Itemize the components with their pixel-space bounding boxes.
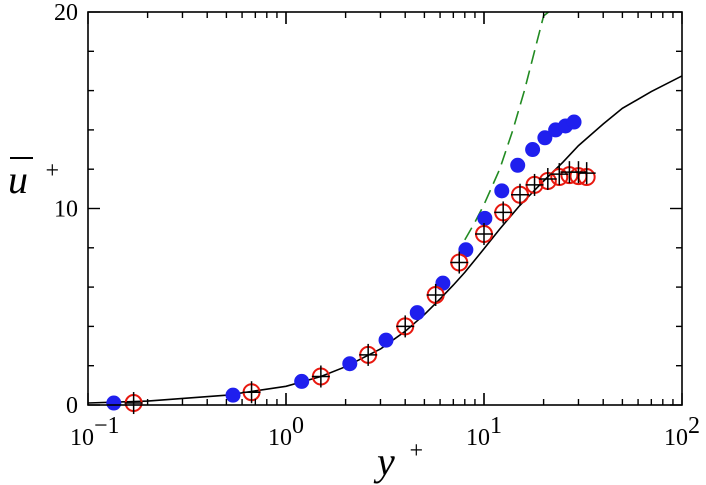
filled-circle-point [106,395,122,411]
plus-point [426,283,445,306]
x-axis-label-text: y [373,439,395,484]
filled-circle-point [458,242,474,258]
filled-circle-point [537,130,553,146]
plus-point [538,168,557,191]
x-tick-label-exp: −1 [94,413,120,439]
filled-circle-point [378,332,394,348]
filled-circle-point [225,387,241,403]
y-tick-label: 20 [54,0,78,26]
plus-point [550,163,569,186]
filled-circle-point [294,373,310,389]
plus-point [494,201,513,224]
x-tick-label-base: 10 [664,425,688,451]
y-axis-label-text: u [8,157,28,202]
x-tick-label: 10 2 [664,413,700,451]
x-axis-label-sup: + [408,438,424,464]
filled-circle-point [494,183,510,199]
filled-circle-point [525,142,541,158]
y-tick-label: 0 [66,393,78,419]
y-axis-label: u + [8,157,60,202]
plus-point [525,173,544,196]
x-tick-label-base: 10 [268,425,292,451]
plus-point [569,161,588,184]
y-tick-label: 10 [54,197,78,223]
x-tick-label-exp: 0 [292,413,304,439]
filled-circle-point [435,275,451,291]
plus-point [124,392,143,415]
plus-point [242,381,261,404]
filled-circle-point [409,305,425,321]
x-axis-label: y + [373,438,424,484]
x-tick-label-exp: 1 [490,413,502,439]
filled-circle-point [477,210,493,226]
x-tick-label: 10 1 [466,413,502,451]
plus-point [577,162,596,185]
x-tick-label-exp: 2 [688,413,700,439]
plus-point [396,315,415,338]
plus-point [450,251,469,274]
plus-point [359,343,378,366]
y-axis-label-sup: + [44,158,60,184]
filled-circle-point [566,114,582,130]
plus-point [311,365,330,388]
filled-circle-point [510,157,526,173]
x-tick-label: 10 −1 [70,413,120,451]
x-tick-label-base: 10 [70,425,94,451]
x-tick-label: 10 0 [268,413,304,451]
axis-ticks [87,11,683,406]
x-tick-label-base: 10 [466,425,490,451]
series-markers [106,114,596,415]
plus-point [511,183,530,206]
plus-point [475,223,493,246]
filled-circle-point [342,356,358,372]
solid-line-series [88,75,682,404]
